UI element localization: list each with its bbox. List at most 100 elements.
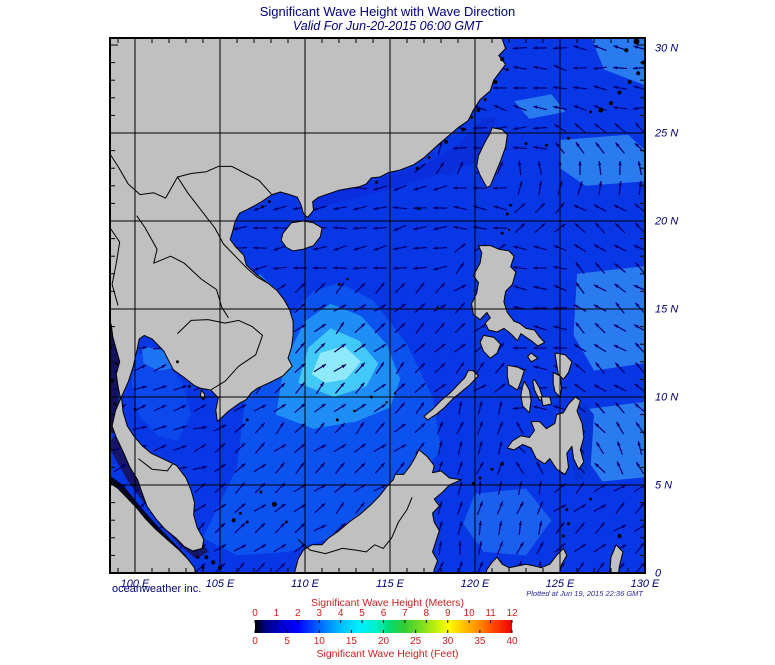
wave-arrow-head bbox=[513, 346, 518, 350]
wave-arrow-head bbox=[539, 541, 544, 547]
wave-arrow-head bbox=[593, 384, 599, 389]
ocean-ryukyu-patch bbox=[514, 94, 566, 119]
island-speck bbox=[245, 520, 249, 524]
island-speck bbox=[196, 555, 200, 559]
wave-arrow-head bbox=[353, 226, 358, 230]
island-speck bbox=[374, 180, 378, 184]
wave-arrow-head bbox=[573, 45, 578, 49]
wave-arrow-head bbox=[538, 561, 542, 566]
island-speck bbox=[461, 127, 466, 132]
axis-label-longitude: 120 E bbox=[461, 578, 490, 590]
wave-arrow-head bbox=[573, 205, 579, 209]
border-borneo bbox=[297, 497, 413, 555]
wave-arrow-head bbox=[499, 541, 503, 546]
wave-arrow-head bbox=[380, 323, 386, 328]
wave-arrow-head bbox=[380, 422, 385, 427]
border-thailand-laos bbox=[136, 215, 229, 319]
plotted-timestamp: Plotted at Jun 19, 2015 22:36 GMT bbox=[526, 589, 643, 598]
wave-arrow-head bbox=[301, 403, 306, 408]
wave-arrow-head bbox=[575, 282, 580, 287]
wave-arrow-head bbox=[142, 385, 147, 389]
axis-label-longitude: 115 E bbox=[376, 578, 405, 590]
wave-arrow-head bbox=[300, 462, 305, 467]
legend-meters-tick-label: 1 bbox=[274, 608, 280, 619]
wave-arrow-head bbox=[520, 223, 526, 228]
wave-arrow-head bbox=[560, 202, 565, 207]
wave-arrow-head bbox=[281, 444, 287, 449]
wave-arrow-head bbox=[616, 421, 621, 427]
legend-feet-title: Significant Wave Height (Feet) bbox=[316, 648, 459, 660]
wave-arrow-head bbox=[453, 146, 458, 150]
legend-meters-tick-label: 0 bbox=[252, 608, 258, 619]
wave-arrow-head bbox=[321, 324, 326, 328]
wave-arrow-head bbox=[615, 142, 620, 147]
legend-layer: 0 1 2 3 4 5 6 7 8 9 10 11 120 5 10 15 20 25 30 35 40 bbox=[252, 608, 518, 647]
wave-arrow-head bbox=[479, 401, 483, 406]
legend-feet-tick-label: 20 bbox=[378, 636, 390, 647]
wave-arrow-head bbox=[221, 464, 226, 468]
wave-arrow-head bbox=[617, 461, 621, 467]
wave-arrow-head bbox=[613, 244, 619, 249]
wave-arrow-head bbox=[593, 66, 598, 70]
wave-arrow-head bbox=[220, 563, 226, 568]
wave-arrow-head bbox=[459, 501, 463, 506]
palawan-island bbox=[423, 370, 479, 421]
wave-arrow-head bbox=[633, 66, 638, 70]
wave-arrow-head bbox=[261, 544, 267, 549]
wave-arrow-head bbox=[221, 424, 227, 429]
island-speck bbox=[238, 511, 242, 515]
wave-arrow-head bbox=[453, 225, 458, 230]
wave-arrow-head bbox=[280, 462, 285, 467]
wave-arrow-head bbox=[201, 444, 206, 448]
wave-arrow-head bbox=[341, 404, 346, 408]
wave-arrow-head bbox=[253, 267, 258, 271]
wave-arrow-head bbox=[635, 122, 640, 127]
wave-arrow-head bbox=[161, 364, 167, 369]
wave-arrow-head bbox=[640, 502, 645, 507]
wave-arrow-head bbox=[613, 85, 618, 90]
wave-arrow-head bbox=[241, 544, 247, 549]
wave-arrow-head bbox=[533, 245, 538, 249]
island-speck bbox=[346, 277, 349, 281]
ocean-celebes bbox=[463, 488, 552, 556]
wave-arrow-head bbox=[321, 304, 327, 309]
island-speck bbox=[284, 520, 288, 524]
wave-arrow-head bbox=[636, 422, 640, 427]
island-speck bbox=[436, 306, 439, 309]
wave-arrow-head bbox=[401, 303, 406, 308]
wave-arrow-head bbox=[521, 203, 526, 208]
wave-arrow-head bbox=[260, 562, 265, 567]
wave-arrow-head bbox=[633, 45, 638, 49]
wave-arrow-head bbox=[280, 522, 285, 528]
wave-arrow-head bbox=[453, 205, 458, 209]
wave-arrow-head bbox=[260, 442, 265, 447]
ocean-phsea-patch-1 bbox=[573, 266, 645, 371]
wave-arrow-head bbox=[513, 105, 518, 109]
wave-arrow-head bbox=[420, 402, 425, 407]
wave-arrow-head bbox=[400, 402, 405, 407]
island-speck bbox=[598, 107, 604, 113]
wave-arrow-head bbox=[574, 244, 579, 248]
wave-arrow-head bbox=[241, 463, 246, 468]
wave-arrow-head bbox=[321, 444, 327, 449]
wave-arrow-head bbox=[393, 187, 398, 191]
wave-arrow-head bbox=[182, 425, 187, 429]
island-speck bbox=[609, 101, 613, 106]
wave-arrow-head bbox=[533, 346, 538, 350]
wave-arrow-head bbox=[321, 403, 326, 408]
wave-arrow-head bbox=[574, 123, 579, 128]
island-speck bbox=[110, 379, 114, 383]
wave-arrow-head bbox=[615, 402, 620, 407]
legend-meters-tick-label: 10 bbox=[464, 608, 476, 619]
island-speck bbox=[335, 418, 339, 422]
legend-meters-tick-label: 6 bbox=[381, 608, 387, 619]
wave-arrow-head bbox=[638, 181, 642, 186]
wave-arrow-head bbox=[393, 227, 398, 231]
wave-arrow-head bbox=[614, 123, 619, 128]
wave-arrow-head bbox=[313, 266, 318, 270]
wave-arrow-head bbox=[634, 143, 640, 148]
island-speck bbox=[271, 501, 277, 507]
wave-arrow-head bbox=[479, 561, 483, 566]
wave-arrow-head bbox=[553, 86, 558, 90]
wave-arrow-head bbox=[533, 365, 538, 369]
